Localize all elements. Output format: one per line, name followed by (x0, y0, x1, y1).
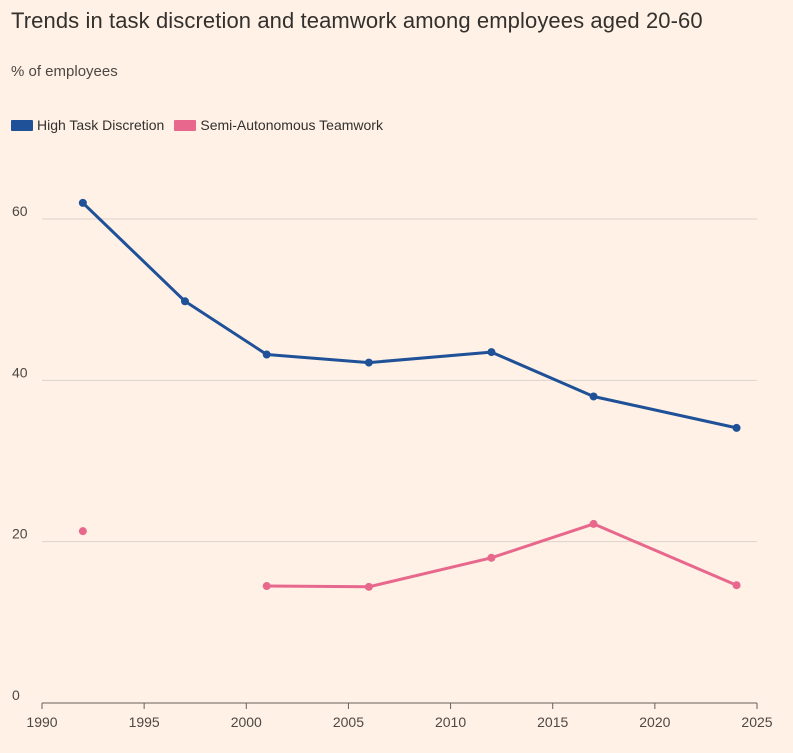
data-point-semi-autonomous-teamwork-2012 (487, 553, 496, 562)
x-tick-label-1995: 1995 (129, 714, 160, 730)
x-tick-label-2015: 2015 (537, 714, 568, 730)
legend: High Task Discretion Semi-Autonomous Tea… (11, 117, 393, 133)
legend-label-semi-autonomous-teamwork: Semi-Autonomous Teamwork (200, 117, 383, 133)
legend-swatch-semi-autonomous-teamwork (174, 119, 197, 131)
legend-label-high-task-discretion: High Task Discretion (37, 117, 165, 133)
x-tick-label-2000: 2000 (231, 714, 262, 730)
legend-swatch-high-task-discretion (11, 119, 33, 131)
x-tick-label-2005: 2005 (333, 714, 364, 730)
legend-item-high-task-discretion: High Task Discretion (11, 117, 164, 133)
chart-title: Trends in task discretion and teamwork a… (11, 8, 703, 33)
y-tick-label-0: 0 (12, 687, 20, 703)
data-point-high-task-discretion-1997 (181, 297, 189, 306)
x-tick-label-1990: 1990 (26, 714, 57, 730)
legend-item-semi-autonomous-teamwork: Semi-Autonomous Teamwork (174, 117, 383, 133)
data-point-semi-autonomous-teamwork-2006 (364, 582, 373, 591)
x-tick-label-2025: 2025 (741, 714, 772, 730)
series-line-high-task-discretion (81, 201, 739, 430)
y-tick-label-20: 20 (12, 526, 28, 542)
series-line-semi-autonomous-teamwork-1 (265, 522, 739, 589)
y-tick-label-60: 60 (12, 203, 28, 219)
data-point-semi-autonomous-teamwork-1992 (78, 527, 87, 536)
data-point-semi-autonomous-teamwork-2017 (589, 519, 598, 528)
chart-subtitle: % of employees (11, 63, 118, 80)
y-tick-label-40: 40 (12, 364, 28, 380)
data-point-high-task-discretion-2012 (487, 348, 496, 357)
x-tick-label-2020: 2020 (639, 714, 670, 730)
data-point-semi-autonomous-teamwork-2024 (732, 581, 741, 590)
data-point-high-task-discretion-2017 (589, 392, 598, 401)
x-tick-label-2010: 2010 (435, 714, 466, 730)
data-point-semi-autonomous-teamwork-2001 (262, 582, 271, 591)
data-point-high-task-discretion-2006 (364, 358, 373, 367)
data-point-high-task-discretion-2001 (262, 350, 271, 359)
data-point-high-task-discretion-2024 (732, 423, 741, 432)
data-point-high-task-discretion-1992 (78, 198, 87, 207)
